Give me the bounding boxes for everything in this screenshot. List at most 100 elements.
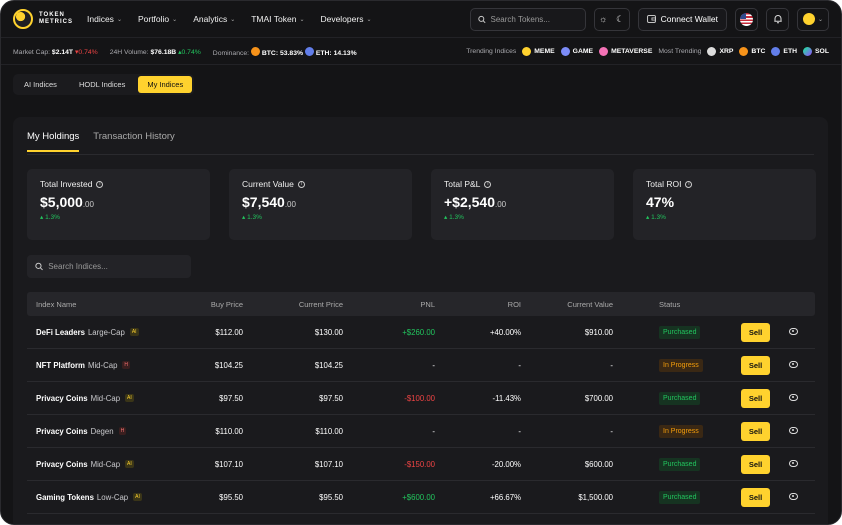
table-body: DeFi Leaders Large-Cap AI $112.00 $130.00 +$2… (27, 316, 815, 514)
sell-button[interactable]: Sell (741, 421, 770, 441)
trending-xrp[interactable]: XRP (707, 47, 733, 56)
current-value: $600.00 (584, 459, 613, 469)
tab-ai-indices[interactable]: AI Indices (24, 80, 57, 89)
table-row[interactable]: Privacy Coins Degen H $110.00 $110.00- - - In P… (27, 415, 815, 448)
sell-button[interactable]: Sell (741, 322, 770, 342)
status-badge: Purchased (659, 490, 701, 504)
index-name: NFT Platform Mid-Cap H (36, 360, 131, 370)
table-row[interactable]: NFT Platform Mid-Cap H $104.25 $104.25- - - In … (27, 349, 815, 382)
index-cap: Mid-Cap (90, 393, 121, 403)
sell-button[interactable]: Sell (741, 487, 770, 507)
table-row[interactable]: Gaming Tokens Low-Cap AI $95.50 $95.50 +$600.… (27, 481, 815, 514)
market-cap-stat: Market Cap: $2.14T ▾0.74% (13, 48, 98, 56)
eye-icon[interactable] (789, 393, 798, 401)
tab-hodl-indices[interactable]: HODL Indices (78, 80, 126, 89)
index-cap: Mid-Cap (90, 459, 121, 469)
sol-coin-icon (803, 47, 813, 56)
sell-button[interactable]: Sell (741, 355, 770, 375)
current-value: $700.00 (584, 393, 613, 403)
eye-icon[interactable] (789, 360, 798, 368)
trending-eth[interactable]: ETH (771, 47, 797, 56)
info-icon[interactable]: i (685, 180, 693, 188)
info-icon[interactable]: i (297, 180, 305, 188)
current-price: $130.00 (314, 327, 343, 337)
index-cap: Large-Cap (87, 327, 125, 337)
table-row[interactable]: Privacy Coins Mid-Cap AI $97.50 $97.50 -$100.… (27, 382, 815, 415)
up-arrow-icon: ▴ (444, 214, 450, 221)
token-search[interactable] (469, 7, 586, 31)
menu-developers[interactable]: Developers ⌄ (320, 14, 372, 24)
summary-cards: Total Invested i $5,000.00 ▴ 1.3% Current… (27, 169, 816, 240)
pnl-value: -$150.00 (404, 459, 435, 469)
chevron-down-icon: ⌄ (116, 16, 122, 23)
index-name: Privacy Coins Degen H (36, 426, 127, 436)
down-arrow-icon: ▾ (74, 48, 79, 56)
index-cap: Low-Cap (96, 492, 129, 502)
current-value: $1,500.00 (578, 492, 613, 502)
top-navbar: TOKEN METRICS Indices ⌄ Portfolio ⌄ Analyt… (1, 1, 841, 38)
language-button[interactable] (735, 7, 758, 31)
trending-game[interactable]: GAME (560, 47, 593, 56)
pnl-value: +$260.00 (402, 327, 435, 337)
nav-actions: ☼ ☾ Connect Wallet ⌄ (469, 7, 829, 31)
index-cap: Mid-Cap (87, 360, 118, 370)
indices-search-input[interactable] (48, 262, 183, 271)
sun-icon[interactable]: ☼ (599, 14, 608, 24)
info-icon[interactable]: i (96, 180, 104, 188)
tab-my-indices[interactable]: My Indices (138, 76, 193, 93)
moon-icon[interactable]: ☾ (616, 13, 625, 24)
eye-icon[interactable] (789, 492, 798, 500)
menu-tmai-token[interactable]: TMAI Token ⌄ (251, 14, 305, 24)
tab-my-holdings[interactable]: My Holdings (27, 131, 80, 152)
buy-price: $107.10 (214, 459, 243, 469)
up-arrow-icon: ▴ (242, 214, 248, 221)
index-type-badge: AI (129, 328, 139, 336)
wallet-icon (646, 15, 656, 23)
menu-analytics[interactable]: Analytics ⌄ (193, 14, 236, 24)
index-type-badge: H (118, 427, 127, 435)
theme-toggle[interactable]: ☼ ☾ (593, 7, 630, 31)
up-arrow-icon: ▴ (40, 214, 46, 221)
trending-btc[interactable]: BTC (739, 47, 765, 56)
game-index-icon (560, 47, 570, 56)
buy-price: $95.50 (219, 492, 243, 502)
eye-icon[interactable] (789, 327, 798, 335)
eye-icon[interactable] (789, 459, 798, 467)
volume-stat: 24H Volume: $76.18B ▴0.74% (109, 48, 201, 56)
holdings-table: Index Name Buy Price Current Price PNL R… (27, 292, 815, 514)
table-header: Index Name Buy Price Current Price PNL R… (27, 292, 815, 316)
profile-menu[interactable]: ⌄ (797, 7, 829, 31)
token-search-input[interactable] (490, 14, 578, 24)
sell-button[interactable]: Sell (741, 388, 770, 408)
eye-icon[interactable] (789, 426, 798, 434)
meme-index-icon (522, 47, 532, 56)
tab-transaction-history[interactable]: Transaction History (93, 131, 175, 142)
divider (27, 154, 814, 155)
trending-metaverse[interactable]: METAVERSE (599, 47, 652, 56)
table-row[interactable]: DeFi Leaders Large-Cap AI $112.00 $130.00 +$2… (27, 316, 815, 349)
notifications-button[interactable] (766, 7, 789, 31)
brand-logo[interactable]: TOKEN METRICS (13, 9, 73, 29)
holdings-tabs: My Holdings Transaction History (27, 131, 175, 152)
roi-value: - (518, 426, 521, 436)
roi-value: -20.00% (491, 459, 521, 469)
info-icon[interactable]: i (484, 180, 492, 188)
trending-meme[interactable]: MEME (522, 47, 555, 56)
current-price: $104.25 (314, 360, 343, 370)
status-badge: Purchased (659, 457, 701, 471)
search-icon (477, 15, 486, 23)
table-row[interactable]: Privacy Coins Mid-Cap AI $107.10 $107.10 -$15… (27, 448, 815, 481)
sell-button[interactable]: Sell (741, 454, 770, 474)
holdings-panel: My Holdings Transaction History Total In… (13, 117, 828, 524)
index-type-badge: AI (125, 394, 134, 402)
menu-portfolio[interactable]: Portfolio ⌄ (137, 14, 178, 24)
index-name: Gaming Tokens Low-Cap AI (36, 492, 142, 502)
connect-wallet-button[interactable]: Connect Wallet (637, 7, 727, 31)
buy-price: $110.00 (215, 426, 243, 436)
indices-search[interactable] (27, 255, 191, 278)
menu-indices[interactable]: Indices ⌄ (87, 14, 122, 24)
trending-sol[interactable]: SOL (803, 47, 829, 56)
index-name: Privacy Coins Mid-Cap AI (36, 393, 134, 403)
bell-icon (773, 15, 782, 24)
